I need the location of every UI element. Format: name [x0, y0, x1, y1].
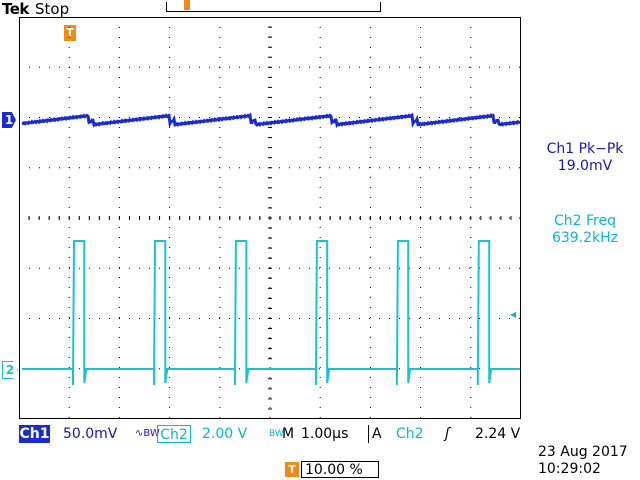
trigger-position-icon: T: [285, 462, 299, 477]
measurement-value: 639.2kHz: [551, 230, 619, 246]
brand-logo: Tek: [2, 0, 29, 18]
ch1-ground-marker[interactable]: 1: [2, 112, 16, 128]
measurement-label: Ch1 Pk−Pk: [546, 141, 624, 157]
trigger-position-icon[interactable]: T: [64, 25, 76, 41]
measurement-label: Ch2 Freq: [554, 213, 616, 229]
ch1-waveform: [21, 112, 521, 129]
trigger-mode[interactable]: A: [372, 426, 382, 442]
graticule: [19, 17, 521, 419]
ch1-label[interactable]: Ch1: [19, 425, 50, 443]
run-state: Stop: [35, 0, 70, 18]
measurement-ch1-pkpk[interactable]: Ch1 Pk−Pk 19.0mV: [530, 141, 640, 175]
ch2-label[interactable]: Ch2: [157, 425, 191, 443]
measurement-ch2-freq[interactable]: Ch2 Freq 639.2kHz: [530, 213, 640, 247]
timebase-scale[interactable]: 1.00μs: [301, 426, 349, 442]
ch2-bandwidth-icon: BW: [269, 429, 284, 439]
record-view-bar: [166, 2, 381, 12]
timebase-label: M: [282, 426, 295, 442]
ch1-bandwidth-icon: ∿BW: [135, 428, 160, 439]
time-readout: 10:29:02: [538, 461, 601, 477]
ch1-scale[interactable]: 50.0mV: [63, 426, 118, 442]
trigger-level[interactable]: 2.24 V: [475, 426, 521, 442]
date-readout: 23 Aug 2017: [538, 444, 628, 460]
waveform-display: [19, 17, 521, 419]
ch2-ground-marker[interactable]: 2: [2, 361, 18, 379]
ch2-scale[interactable]: 2.00 V: [202, 426, 248, 442]
ch2-waveform: [22, 240, 520, 386]
trigger-level-arrow-icon[interactable]: ◂: [510, 307, 517, 321]
trigger-source[interactable]: Ch2: [396, 426, 424, 442]
status-bar: Ch1 50.0mV ∿BW Ch2 2.00 V BW M 1.00μs A …: [19, 425, 525, 443]
horizontal-position-value: 10.00 %: [301, 461, 379, 478]
record-position-marker: [184, 0, 190, 10]
status-divider: [368, 425, 369, 443]
trigger-slope-icon[interactable]: ʃ: [445, 426, 450, 442]
measurement-value: 19.0mV: [557, 158, 613, 174]
